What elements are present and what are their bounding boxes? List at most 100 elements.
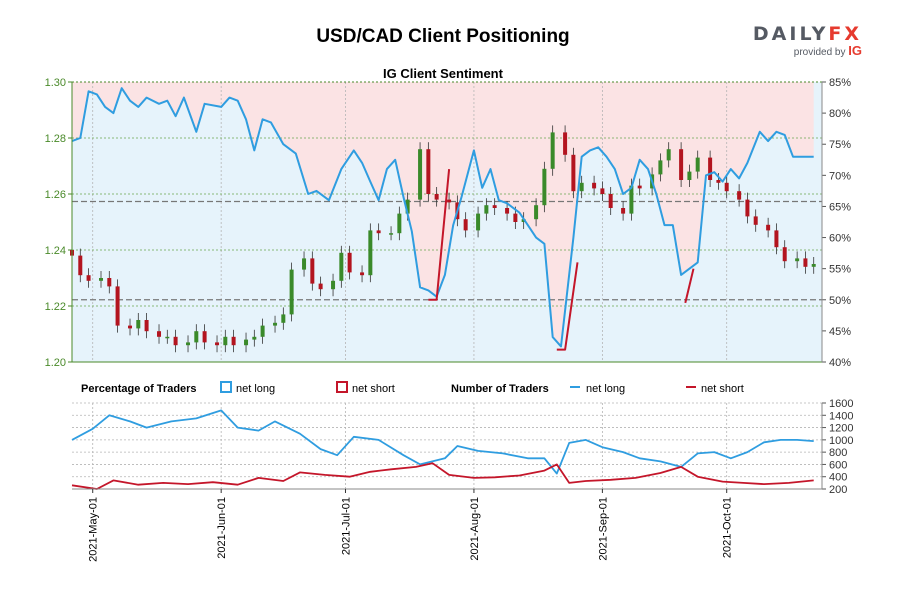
candle-up bbox=[194, 331, 199, 343]
candle-up bbox=[331, 280, 336, 290]
percent-tick-label: 40% bbox=[829, 357, 851, 369]
candle-up bbox=[418, 149, 423, 200]
count-tick-label: 1200 bbox=[829, 423, 853, 435]
price-tick-label: 1.26 bbox=[45, 189, 66, 201]
candle-up bbox=[244, 339, 249, 346]
x-tick-label: 2021-Oct-01 bbox=[722, 497, 734, 558]
candle-down bbox=[679, 149, 684, 180]
candle-down bbox=[347, 252, 352, 273]
candle-up bbox=[260, 325, 265, 337]
candle-up bbox=[165, 336, 170, 339]
count-tick-label: 600 bbox=[829, 459, 847, 471]
candle-up bbox=[658, 160, 663, 175]
candle-down bbox=[737, 191, 742, 200]
candle-up bbox=[273, 322, 278, 326]
price-tick-label: 1.20 bbox=[45, 357, 66, 369]
candle-up bbox=[223, 336, 228, 346]
legend-percentage-long-label: net long bbox=[236, 383, 275, 395]
percent-tick-label: 80% bbox=[829, 108, 851, 120]
candle-up bbox=[281, 314, 286, 323]
candle-down bbox=[376, 230, 381, 234]
candle-down bbox=[563, 132, 568, 155]
provided-by-text: provided by bbox=[793, 47, 846, 58]
net-short-percentage-line bbox=[556, 262, 579, 351]
candle-up bbox=[476, 213, 481, 231]
candle-down bbox=[144, 320, 149, 332]
candle-down bbox=[434, 194, 439, 200]
candle-down bbox=[571, 154, 576, 192]
candle-up bbox=[695, 157, 700, 172]
candle-down bbox=[782, 247, 787, 262]
candle-up bbox=[302, 258, 307, 270]
candle-down bbox=[173, 336, 178, 346]
candle-down bbox=[637, 185, 642, 189]
candle-down bbox=[426, 149, 431, 194]
candle-down bbox=[513, 213, 518, 222]
candle-up bbox=[289, 269, 294, 315]
legend: Percentage of Traders net long net short… bbox=[81, 381, 744, 395]
percent-tick-label: 60% bbox=[829, 233, 851, 245]
candle-up bbox=[186, 342, 191, 346]
candle-up bbox=[339, 252, 344, 281]
candle-down bbox=[86, 275, 91, 281]
x-tick-label: 2021-Sep-01 bbox=[597, 497, 609, 561]
candle-down bbox=[360, 272, 365, 276]
count-tick-label: 800 bbox=[829, 447, 847, 459]
candle-down bbox=[716, 180, 721, 183]
candle-up bbox=[534, 205, 539, 220]
candle-down bbox=[803, 258, 808, 267]
candle-down bbox=[724, 182, 729, 192]
count-tick-label: 200 bbox=[829, 484, 847, 496]
candle-up bbox=[389, 233, 394, 235]
candle-down bbox=[774, 230, 779, 248]
candle-up bbox=[397, 213, 402, 234]
candle-up bbox=[579, 182, 584, 192]
candle-down bbox=[608, 194, 613, 208]
ig-mark: IG bbox=[848, 43, 862, 58]
net-short-percentage-line bbox=[684, 268, 695, 304]
net-short-area bbox=[72, 82, 814, 347]
count-tick-label: 400 bbox=[829, 472, 847, 484]
net-short-count-line bbox=[71, 462, 814, 490]
candle-down bbox=[310, 258, 315, 284]
candle-up bbox=[811, 264, 816, 267]
candle-down bbox=[766, 224, 771, 231]
candle-down bbox=[621, 208, 626, 214]
price-tick-label: 1.24 bbox=[45, 245, 66, 257]
legend-percentage-short-swatch bbox=[336, 381, 348, 393]
percent-tick-label: 70% bbox=[829, 170, 851, 182]
percent-tick-label: 75% bbox=[829, 139, 851, 151]
x-tick-label: 2021-Aug-01 bbox=[469, 497, 481, 561]
candle-up bbox=[629, 185, 634, 214]
candle-down bbox=[115, 286, 120, 326]
candle-down bbox=[318, 283, 323, 290]
candle-down bbox=[107, 278, 112, 287]
legend-number-heading: Number of Traders bbox=[451, 383, 549, 395]
price-tick-label: 1.28 bbox=[45, 133, 66, 145]
candle-up bbox=[687, 171, 692, 180]
percent-tick-label: 65% bbox=[829, 201, 851, 213]
candle-down bbox=[447, 199, 452, 203]
count-tick-label: 1000 bbox=[829, 435, 853, 447]
candle-up bbox=[368, 230, 373, 276]
candle-down bbox=[505, 208, 510, 214]
x-tick-label: 2021-May-01 bbox=[88, 497, 100, 562]
price-tick-label: 1.30 bbox=[45, 77, 66, 89]
candle-down bbox=[492, 205, 497, 208]
candle-down bbox=[708, 157, 713, 180]
candle-down bbox=[128, 325, 133, 329]
price-tick-label: 1.22 bbox=[45, 301, 66, 313]
net-long-count-line bbox=[71, 409, 814, 475]
logo-daily: DAILY bbox=[752, 23, 829, 45]
net-long-percentage-line bbox=[71, 87, 814, 348]
candle-up bbox=[405, 199, 410, 214]
count-tick-label: 1400 bbox=[829, 410, 853, 422]
candle-down bbox=[231, 336, 236, 346]
dailyfx-logo: DAILYFX provided by IG bbox=[752, 24, 862, 60]
count-tick-label: 1600 bbox=[829, 398, 853, 410]
legend-percentage-heading: Percentage of Traders bbox=[81, 383, 197, 395]
candle-down bbox=[753, 216, 758, 225]
candle-down bbox=[463, 219, 468, 231]
candle-down bbox=[215, 342, 220, 346]
